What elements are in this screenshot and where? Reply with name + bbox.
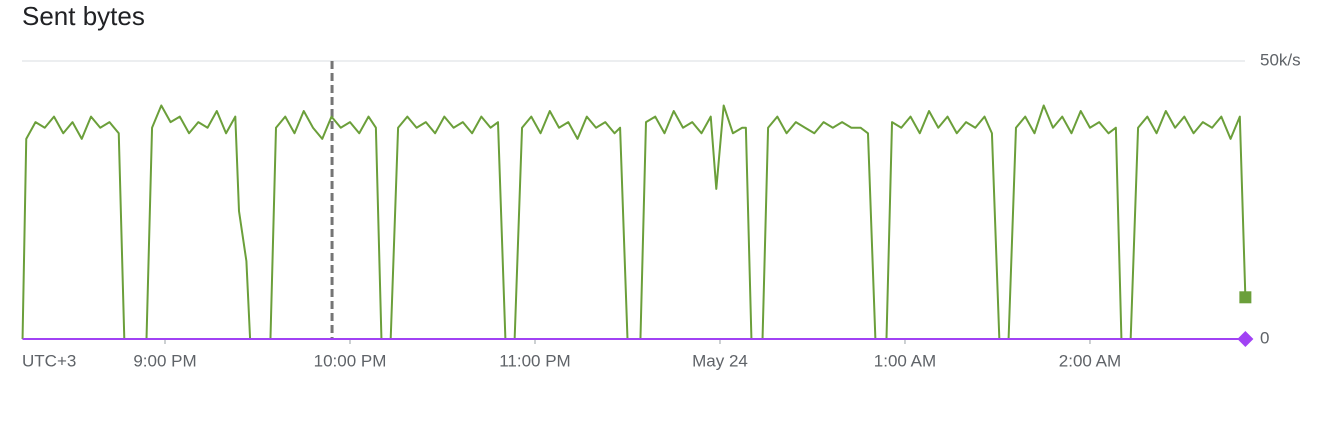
series-line: [21, 104, 1247, 340]
end-marker: [1237, 331, 1254, 347]
end-marker: [1239, 291, 1252, 304]
x-axis-label: UTC+3: [22, 351, 76, 370]
x-tick-label: 11:00 PM: [499, 351, 571, 370]
chart-title: Sent bytes: [22, 1, 145, 31]
x-tick-label: May 24: [692, 351, 748, 370]
x-tick-label: 10:00 PM: [314, 351, 387, 370]
y-tick-label: 50k/s: [1260, 50, 1301, 69]
x-tick-label: 2:00 AM: [1059, 351, 1121, 370]
y-tick-label: 0: [1260, 328, 1269, 347]
x-tick-label: 1:00 AM: [874, 351, 936, 370]
x-tick-label: 9:00 PM: [133, 351, 196, 370]
